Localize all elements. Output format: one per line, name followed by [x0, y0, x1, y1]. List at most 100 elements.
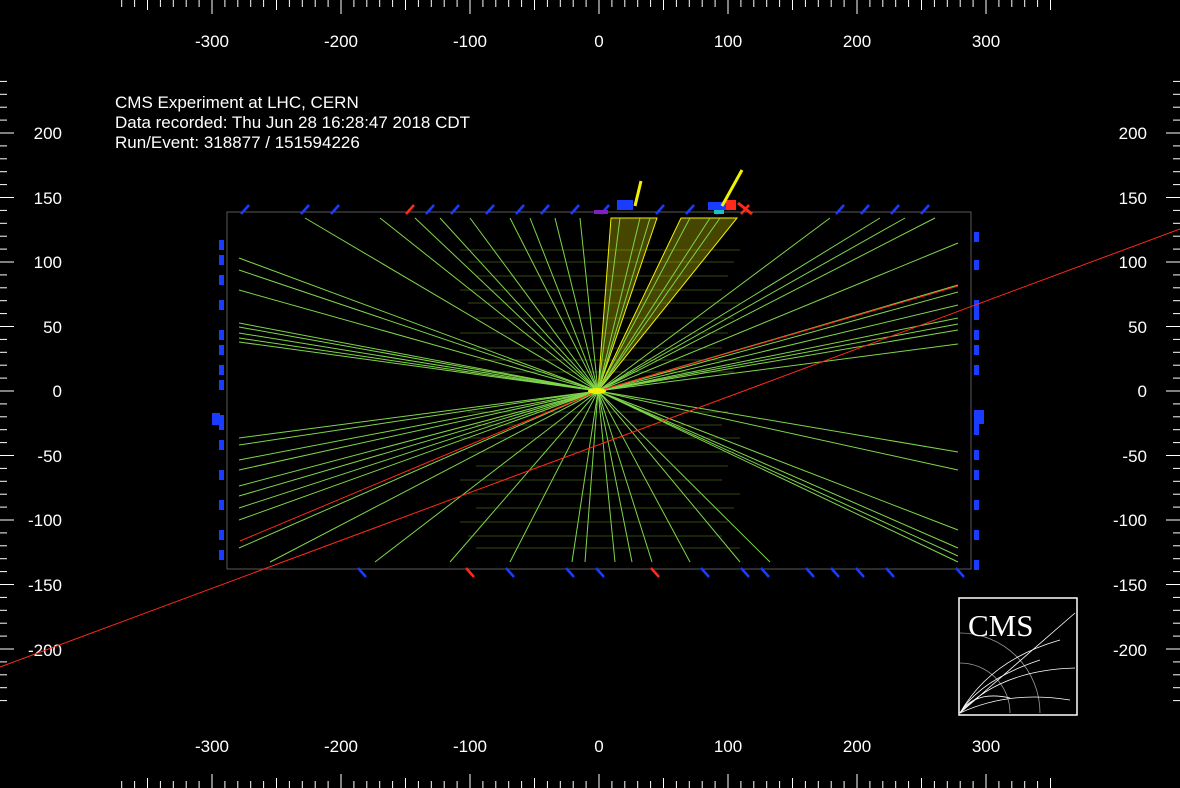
hit-marker [357, 567, 367, 578]
hit-marker [240, 204, 250, 215]
charged-tracks [238, 217, 959, 563]
charged-track [597, 390, 741, 563]
charged-track [597, 390, 771, 563]
muon-track [0, 228, 1180, 668]
charged-track [238, 289, 599, 392]
y-tick-label: 150 [1119, 189, 1147, 208]
charged-track [238, 332, 599, 392]
recorded-date: Data recorded: Thu Jun 28 16:28:47 2018 … [115, 113, 471, 132]
hit-marker [219, 300, 224, 310]
logo-tracks-icon [959, 612, 1076, 714]
hit-marker [974, 310, 979, 320]
charged-track [597, 317, 959, 392]
charged-track [597, 390, 959, 471]
charged-track [509, 217, 599, 392]
charged-track [238, 390, 599, 521]
hit-marker [977, 410, 984, 424]
hit-marker [714, 210, 724, 214]
charged-track [238, 390, 599, 461]
x-tick-label: 200 [843, 737, 871, 756]
jet-tower [720, 169, 744, 207]
x-tick-label: -200 [324, 32, 358, 51]
charged-track [571, 390, 599, 563]
charged-track [269, 390, 599, 563]
y-tick-label: 0 [53, 382, 62, 401]
hit-marker [219, 380, 224, 390]
y-tick-label: -150 [28, 576, 62, 595]
hit-marker [974, 260, 979, 270]
hit-marker [655, 204, 665, 215]
y-tick-label: 200 [1119, 124, 1147, 143]
primary-vertex [588, 388, 606, 394]
hit-marker [974, 415, 979, 425]
y-tick-label: -100 [28, 511, 62, 530]
jet-towers [633, 169, 753, 216]
hit-marker [617, 200, 633, 210]
charged-track [579, 217, 599, 392]
charged-track [597, 390, 959, 453]
hit-marker [219, 530, 224, 540]
charged-track [238, 390, 599, 487]
hit-marker [219, 330, 224, 340]
hit-marker [974, 232, 979, 242]
charged-track [469, 217, 599, 392]
charged-track [597, 304, 959, 392]
hit-marker [740, 567, 750, 578]
x-tick-label: -200 [324, 737, 358, 756]
muon-chamber-hits [212, 200, 984, 578]
charged-track [597, 217, 711, 392]
hit-marker [540, 204, 550, 215]
hit-marker [515, 204, 525, 215]
hit-marker [450, 204, 460, 215]
charged-track [597, 217, 831, 392]
charged-track [597, 217, 881, 392]
hit-marker [974, 365, 979, 375]
charged-track [509, 390, 599, 563]
hit-marker [219, 365, 224, 375]
x-tick-label: 0 [594, 737, 603, 756]
logo-text: CMS [968, 608, 1033, 643]
x-tick-label: -300 [195, 32, 229, 51]
event-info: CMS Experiment at LHC, CERN Data recorde… [115, 93, 470, 153]
x-tick-label: 200 [843, 32, 871, 51]
charged-track [584, 390, 599, 563]
charged-track [238, 269, 599, 392]
charged-track [238, 390, 599, 549]
hit-marker [465, 567, 475, 578]
charged-track [597, 217, 621, 392]
hit-marker [595, 567, 605, 578]
hit-marker [219, 550, 224, 560]
charged-track [597, 390, 959, 557]
hit-marker [219, 255, 224, 265]
y-tick-label: 0 [1138, 382, 1147, 401]
charged-track [597, 217, 651, 392]
y-tick-label: 100 [1119, 253, 1147, 272]
y-tick-label: 100 [34, 253, 62, 272]
hit-marker [974, 330, 979, 340]
hit-marker [726, 200, 736, 210]
hit-marker [955, 567, 965, 578]
hit-marker [330, 204, 340, 215]
hit-marker [485, 204, 495, 215]
hit-marker [212, 413, 220, 425]
charged-track [238, 326, 599, 392]
hit-marker [974, 450, 979, 460]
muon-track-segment [597, 285, 959, 392]
y-axis-right: 200 150 100 50 0 -50 -100 -150 -200 [1113, 124, 1147, 660]
hit-marker [920, 204, 930, 215]
charged-track [597, 217, 936, 392]
hit-marker [219, 440, 224, 450]
y-tick-label: -100 [1113, 511, 1147, 530]
charged-track [597, 390, 653, 563]
charged-track [597, 323, 959, 392]
x-tick-label: -100 [453, 737, 487, 756]
charged-track [238, 322, 599, 392]
hit-marker [219, 500, 224, 510]
hit-marker [650, 567, 660, 578]
charged-track [597, 291, 959, 392]
charged-track [597, 329, 959, 392]
x-tick-label: 0 [594, 32, 603, 51]
y-tick-label: -150 [1113, 576, 1147, 595]
charged-track [238, 390, 599, 439]
